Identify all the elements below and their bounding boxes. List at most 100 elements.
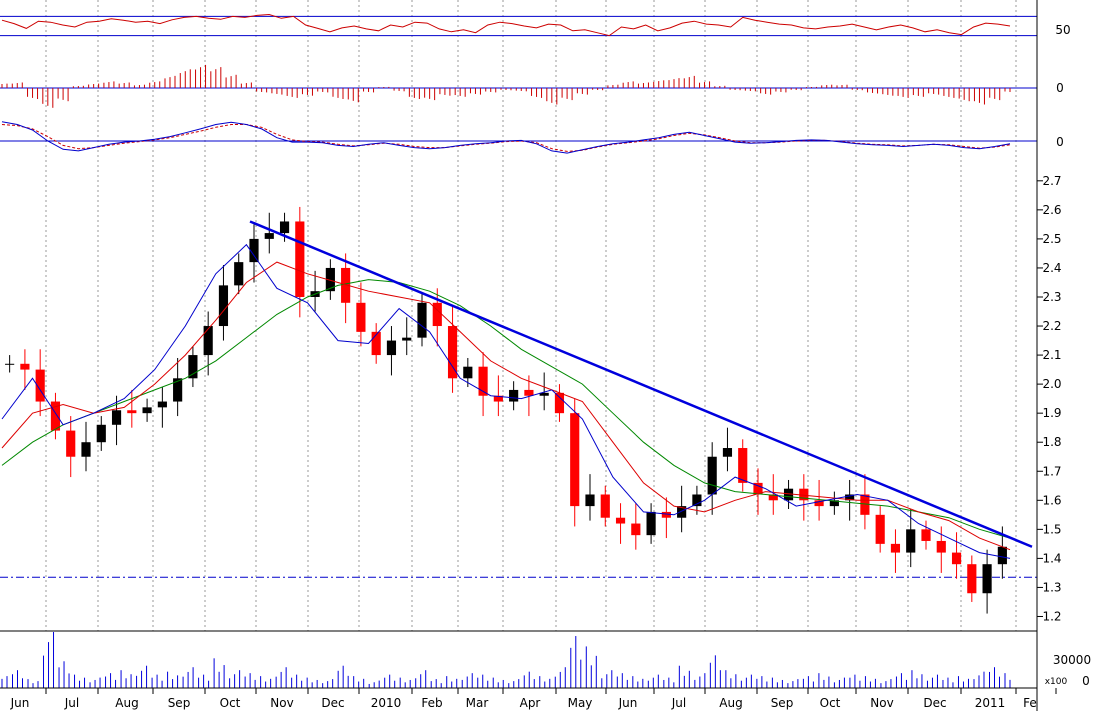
candle-body — [951, 552, 962, 565]
y-tick-label: 50 — [1055, 23, 1070, 37]
candle-body — [814, 500, 824, 507]
y-tick-label: 0 — [1056, 81, 1064, 95]
candle-body — [692, 494, 702, 507]
candle-body — [279, 221, 290, 234]
candle-body — [295, 221, 305, 297]
candle-body — [783, 488, 794, 501]
y-tick-label: 1.2 — [1042, 609, 1061, 623]
candle-body — [493, 395, 503, 402]
candle-body — [600, 494, 610, 518]
y-tick-label: 0 — [1082, 674, 1090, 688]
volume-panel — [1, 632, 1011, 688]
x-tick-label: 2011 — [975, 696, 1006, 710]
candle-body — [142, 407, 152, 414]
y-tick-label: 0 — [1056, 135, 1064, 149]
candle-body — [386, 340, 397, 356]
candle-body — [325, 267, 335, 292]
candle-body — [463, 366, 473, 379]
x-tick-label: Nov — [270, 696, 293, 710]
candle-body — [677, 506, 687, 518]
candle-body — [829, 500, 839, 507]
x-tick-label: Fe — [1023, 696, 1037, 710]
ma_mid-line — [1, 261, 1011, 551]
volume-unit-label: x100 — [1045, 677, 1068, 687]
x-tick-label: Jun — [618, 696, 638, 710]
y-tick-label: 1.7 — [1042, 464, 1061, 478]
y-tick-label: 1.9 — [1042, 406, 1061, 420]
candle-body — [982, 564, 992, 594]
candle-body — [554, 392, 565, 414]
x-tick-label: Dec — [321, 696, 344, 710]
candle-body — [921, 529, 931, 541]
candle-body — [539, 392, 549, 396]
y-tick-label: 1.3 — [1042, 580, 1061, 594]
candle-body — [509, 389, 519, 402]
candle-body — [371, 331, 381, 356]
candle-body — [722, 448, 733, 457]
candle-body — [738, 448, 748, 483]
x-tick-label: 2010 — [371, 696, 402, 710]
y-tick-label: 2.0 — [1042, 377, 1061, 391]
candle-body — [188, 355, 198, 379]
y-axis-tick-labels: 50 0 0 2.7 2.6 2.5 2.4 2.3 2.2 2.1 2.0 1.9 1.8 1.7 1.6… — [1037, 23, 1091, 688]
x-tick-label: Aug — [719, 696, 742, 710]
x-tick-label: Nov — [870, 696, 893, 710]
candle-body — [341, 267, 351, 303]
y-tick-label: 2.4 — [1042, 261, 1061, 275]
candle-body — [417, 302, 427, 338]
x-tick-label: Jun — [10, 696, 30, 710]
x-tick-label: Oct — [220, 696, 241, 710]
x-tick-label: Sep — [168, 696, 191, 710]
trendline — [249, 220, 1033, 548]
grid-lines — [45, 0, 1017, 631]
candle-body — [35, 369, 45, 402]
x-tick-label: Sep — [771, 696, 794, 710]
y-tick-label: 2.2 — [1042, 319, 1061, 333]
candle-body — [768, 494, 778, 501]
x-axis-tick-labels: Jun Jul Aug Sep Oct Nov Dec 2010 Feb Mar Apr May Jun… — [10, 688, 1057, 710]
candle-body — [20, 363, 30, 370]
macd-line — [1, 121, 1011, 154]
candle-body — [356, 302, 366, 332]
candle-body — [96, 424, 106, 443]
y-tick-label: 2.6 — [1042, 203, 1061, 217]
candle-body — [234, 262, 244, 286]
candle-body — [936, 540, 946, 553]
candle-body — [402, 337, 412, 341]
x-tick-label: Jul — [671, 696, 686, 710]
x-tick-label: Apr — [520, 696, 541, 710]
x-tick-label: May — [568, 696, 593, 710]
y-tick-label: 1.4 — [1042, 551, 1061, 565]
candle-body — [249, 238, 259, 263]
x-tick-label: Jul — [64, 696, 79, 710]
y-tick-label: 2.7 — [1042, 174, 1061, 188]
price-panel — [0, 206, 1037, 614]
y-tick-label: 30000 — [1053, 653, 1091, 667]
candle-body — [218, 285, 229, 327]
ma_short-line — [1, 243, 1011, 559]
y-tick-label: 2.1 — [1042, 348, 1061, 362]
candle-body — [661, 511, 671, 518]
x-tick-label: Oct — [820, 696, 841, 710]
candle-body — [264, 233, 274, 239]
candle-body — [615, 517, 626, 524]
candle-body — [845, 494, 855, 501]
candle-body — [646, 511, 656, 536]
candle-body — [66, 430, 76, 457]
candle-body — [524, 389, 534, 396]
candle-body — [5, 363, 15, 365]
candle-body — [478, 366, 488, 396]
candle-body — [967, 564, 977, 594]
x-tick-label: Dec — [923, 696, 946, 710]
candle-body — [173, 378, 183, 402]
candle-body — [997, 546, 1007, 565]
candle-body — [432, 302, 442, 327]
candle-body — [707, 456, 717, 495]
candle-body — [111, 410, 122, 425]
candle-body — [127, 410, 137, 414]
candle-body — [570, 413, 580, 507]
candle-body — [81, 442, 91, 457]
rsi-series-line — [1, 13, 1011, 37]
candle-body — [203, 326, 213, 356]
